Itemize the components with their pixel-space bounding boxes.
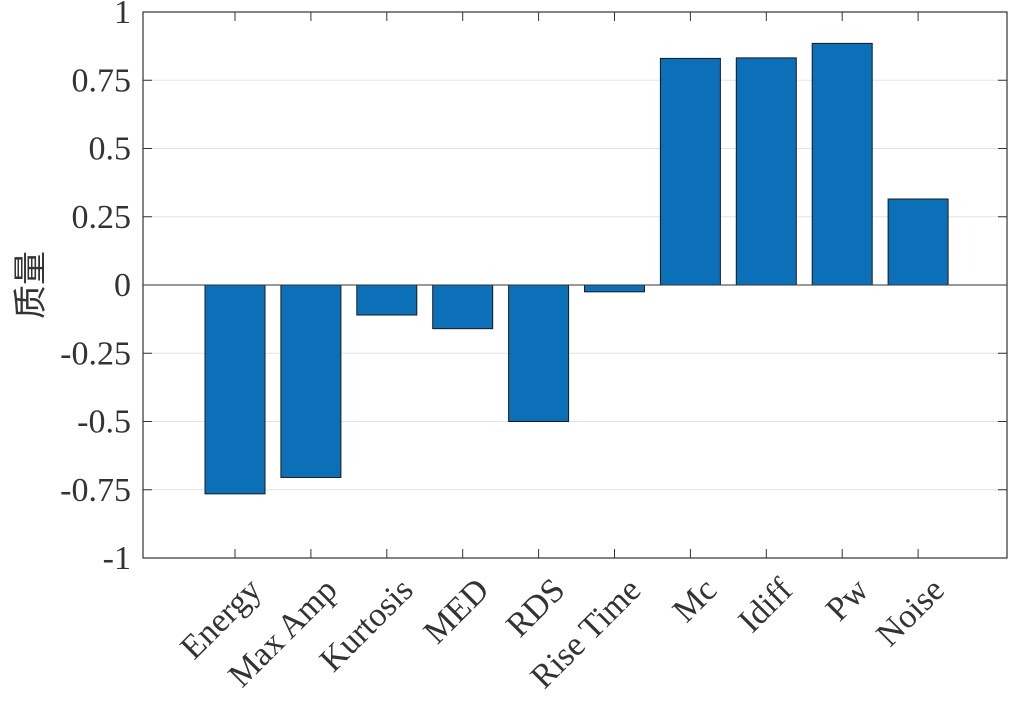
bar-rise-time xyxy=(584,284,645,293)
bar-max-amp xyxy=(280,284,342,478)
y-tick-label: -0.25 xyxy=(60,335,131,372)
y-tick-label: 1 xyxy=(114,0,131,31)
y-tick-label: -0.75 xyxy=(60,472,131,509)
bar-rds xyxy=(508,284,570,422)
x-tick-label: Mc xyxy=(666,571,724,629)
bar-idiff xyxy=(735,57,797,286)
x-tick-label: Noise xyxy=(870,571,952,653)
bar-noise xyxy=(887,198,949,286)
bar-med xyxy=(432,284,494,330)
y-axis-label: 质量 xyxy=(11,251,51,319)
x-tick-label: MED xyxy=(417,571,497,651)
y-tick-label: 0.5 xyxy=(89,131,132,168)
y-tick-label: 0 xyxy=(114,267,131,304)
bar-pw xyxy=(811,42,873,286)
bar-mc xyxy=(659,57,721,286)
bars xyxy=(204,42,949,495)
y-axis: 1 0.75 0.5 0.25 0 -0.25 -0.5 -0.75 -1 xyxy=(60,0,1007,577)
bar-energy xyxy=(204,284,266,495)
y-tick-label: -0.5 xyxy=(77,404,131,441)
y-tick-label: 0.75 xyxy=(72,62,132,99)
bar-kurtosis xyxy=(356,284,418,316)
x-tick-label: Pw xyxy=(819,571,876,628)
x-tick-label: Idiff xyxy=(732,571,801,640)
y-tick-label: -1 xyxy=(103,540,131,577)
y-tick-label: 0.25 xyxy=(72,199,132,236)
